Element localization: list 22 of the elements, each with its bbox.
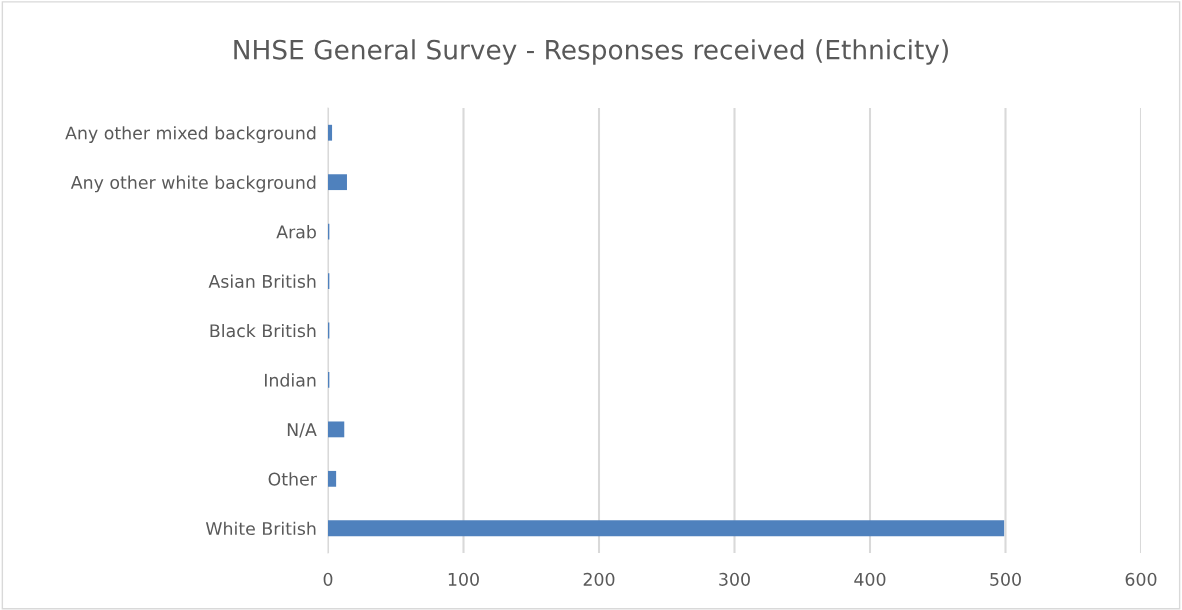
bar	[328, 470, 337, 487]
x-tick-label: 100	[448, 572, 479, 586]
x-tick-label: 200	[583, 572, 615, 586]
x-tick-label: 600	[1125, 572, 1157, 586]
x-tick-label: 0	[323, 572, 333, 586]
y-tick-label: Any other white background	[70, 175, 316, 193]
chart-title: NHSE General Survey - Responses received (Ethnicity)	[234, 39, 948, 65]
y-tick-label: Asian British	[208, 274, 316, 288]
y-tick-label: Black British	[210, 323, 316, 338]
x-tick-label: 500	[990, 572, 1021, 586]
y-tick-label: White British	[205, 521, 316, 536]
y-tick-label: Other	[268, 472, 317, 486]
y-tick-label: Arab	[276, 225, 316, 239]
bar	[328, 174, 347, 191]
bar	[328, 520, 1005, 537]
y-tick-label: N/A	[287, 423, 317, 438]
bar	[328, 421, 345, 438]
y-tick-label: Any other mixed background	[65, 126, 316, 143]
x-tick-label: 300	[719, 572, 750, 586]
x-tick-label: 400	[854, 572, 886, 586]
y-tick-label: Indian	[264, 373, 316, 387]
bar	[328, 124, 333, 141]
